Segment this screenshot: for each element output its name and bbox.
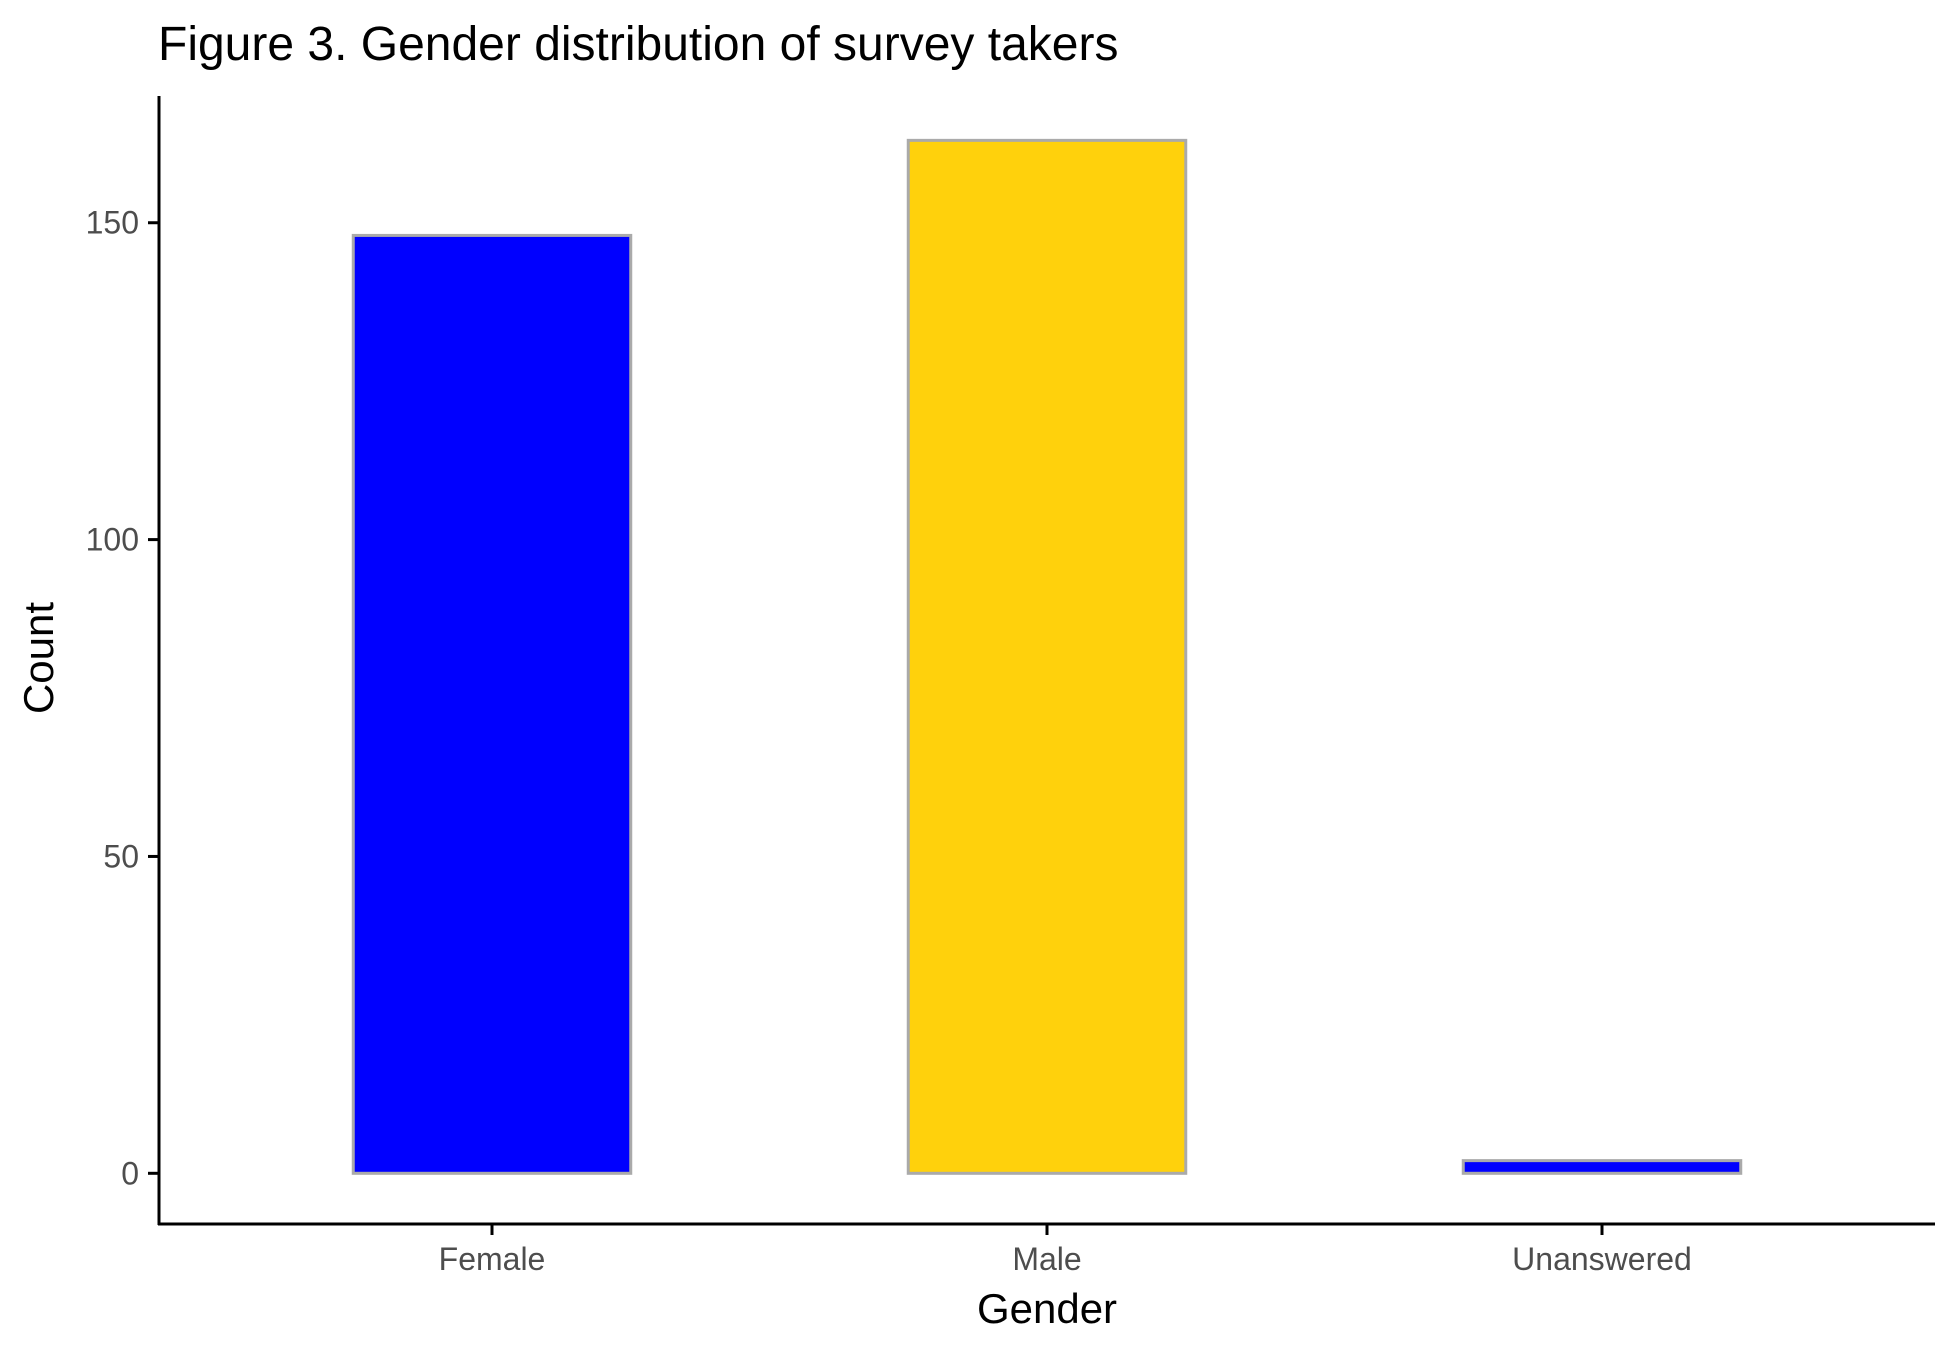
plot-area bbox=[351, 138, 1743, 1175]
x-axis-title: Gender bbox=[977, 1285, 1117, 1332]
x-tick-label: Female bbox=[439, 1241, 546, 1277]
bar-unanswered bbox=[1461, 1159, 1743, 1175]
x-tick-label: Unanswered bbox=[1512, 1241, 1692, 1277]
y-tick-label: 150 bbox=[86, 205, 139, 241]
y-tick-label: 50 bbox=[103, 838, 139, 874]
y-tick-label: 0 bbox=[121, 1155, 139, 1191]
bar-female bbox=[351, 233, 633, 1175]
x-tick-label: Male bbox=[1012, 1241, 1081, 1277]
bar-male bbox=[906, 138, 1188, 1175]
y-axis-ticks: 0 50 100 150 bbox=[86, 205, 159, 1191]
y-tick-label: 100 bbox=[86, 522, 139, 558]
chart-title: Figure 3. Gender distribution of survey … bbox=[158, 18, 1118, 71]
x-axis-ticks: Female Male Unanswered bbox=[439, 1224, 1692, 1277]
y-axis-title: Count bbox=[15, 602, 62, 714]
